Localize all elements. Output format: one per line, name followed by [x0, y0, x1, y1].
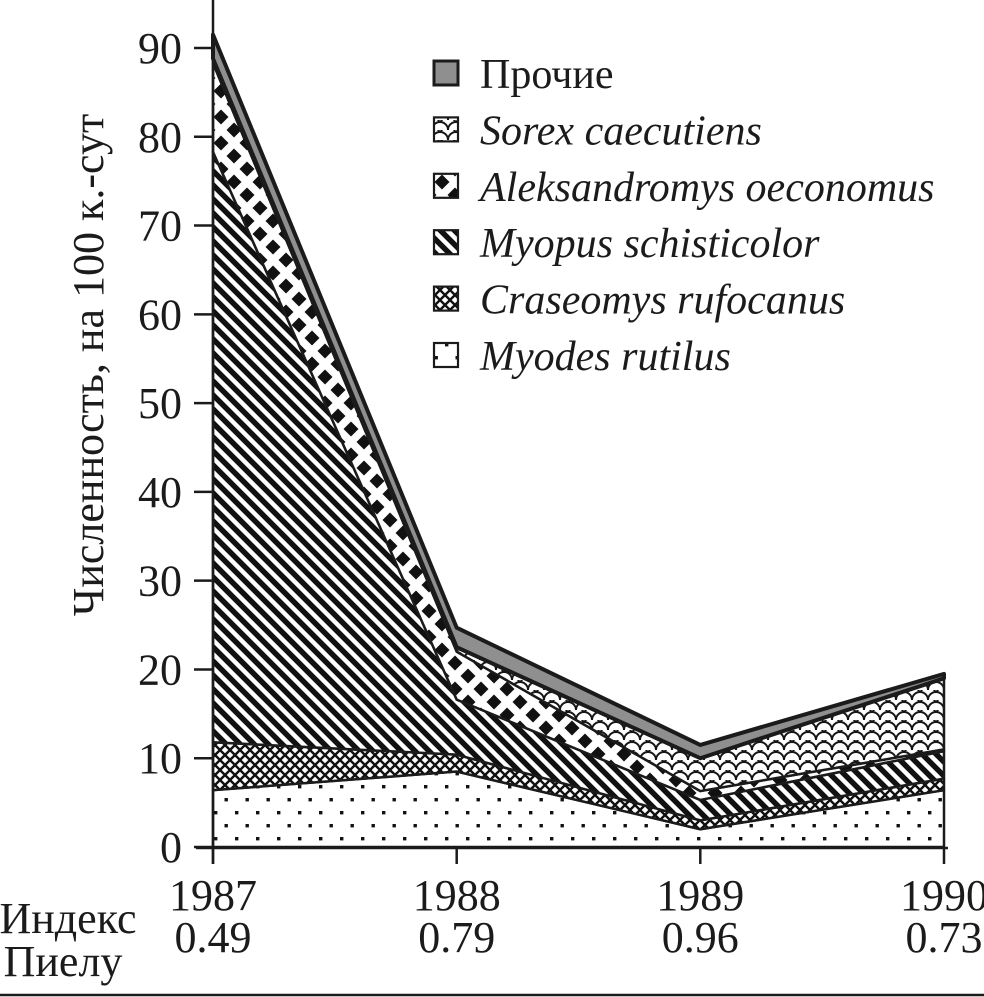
legend-item-myodes-rutilus: Myodes rutilus — [432, 334, 731, 380]
y-axis-title: Численность, на 100 к.-сут — [64, 114, 113, 616]
legend-label-aleksandromys-oeconomus: Aleksandromys oeconomus — [477, 165, 935, 211]
legend: Прочие Sorex caecutiens Aleksandromys oeco… — [432, 52, 935, 380]
legend-swatch-craseomys-rufocanus — [432, 285, 460, 312]
legend-label-myopus-schisticolor: Myopus schisticolor — [479, 221, 820, 267]
area-series-прочие — [211, 32, 946, 761]
y-tick-label-20: 20 — [138, 645, 182, 694]
legend-swatch-прочие — [432, 59, 460, 87]
legend-label-sorex-caecutiens: Sorex caecutiens — [480, 108, 762, 154]
legend-swatch-sorex-caecutiens — [432, 116, 460, 143]
y-tick-label-40: 40 — [138, 468, 182, 517]
pielou-value-1987: 0.49 — [175, 913, 252, 962]
x-year-labels: 1987 1988 1989 1990 — [169, 871, 984, 920]
y-tick-label-10: 10 — [138, 734, 182, 783]
x-year-label-1989: 1989 — [656, 871, 744, 920]
legend-label-myodes-rutilus: Myodes rutilus — [479, 334, 731, 380]
pielou-row-label-line2: Пиелу — [4, 937, 123, 986]
y-tick-label-60: 60 — [138, 290, 182, 339]
x-year-label-1987: 1987 — [169, 871, 257, 920]
legend-item-craseomys-rufocanus: Craseomys rufocanus — [432, 278, 845, 324]
pielou-row-label-line1: Индекс — [0, 894, 137, 943]
legend-swatch-aleksandromys-oeconomus — [432, 172, 460, 199]
x-year-label-1990: 1990 — [900, 871, 984, 920]
legend-item-aleksandromys-oeconomus: Aleksandromys oeconomus — [432, 165, 935, 211]
pielou-value-1988: 0.79 — [418, 913, 495, 962]
y-tick-label-30: 30 — [138, 557, 182, 606]
y-tick-label-70: 70 — [138, 202, 182, 251]
pielou-values: 0.49 0.79 0.96 0.73 — [175, 913, 983, 962]
pielou-value-1990: 0.73 — [906, 913, 983, 962]
legend-swatch-myodes-rutilus — [432, 341, 460, 369]
plot-areas — [211, 32, 946, 849]
legend-item-прочие: Прочие — [432, 52, 614, 98]
y-tick-label-90: 90 — [138, 24, 182, 73]
legend-swatch-myopus-schisticolor — [432, 229, 460, 256]
legend-label-прочие: Прочие — [480, 52, 614, 98]
pielou-value-1989: 0.96 — [662, 913, 739, 962]
axes — [194, 0, 948, 864]
y-tick-label-50: 50 — [138, 379, 182, 428]
legend-item-myopus-schisticolor: Myopus schisticolor — [432, 221, 820, 267]
y-tick-label-80: 80 — [138, 113, 182, 162]
y-tick-labels: 0 10 20 30 40 50 60 70 80 90 — [138, 24, 182, 872]
legend-label-craseomys-rufocanus: Craseomys rufocanus — [480, 278, 845, 324]
legend-item-sorex-caecutiens: Sorex caecutiens — [432, 108, 762, 154]
y-tick-label-0: 0 — [160, 823, 182, 872]
x-year-label-1988: 1988 — [413, 871, 501, 920]
